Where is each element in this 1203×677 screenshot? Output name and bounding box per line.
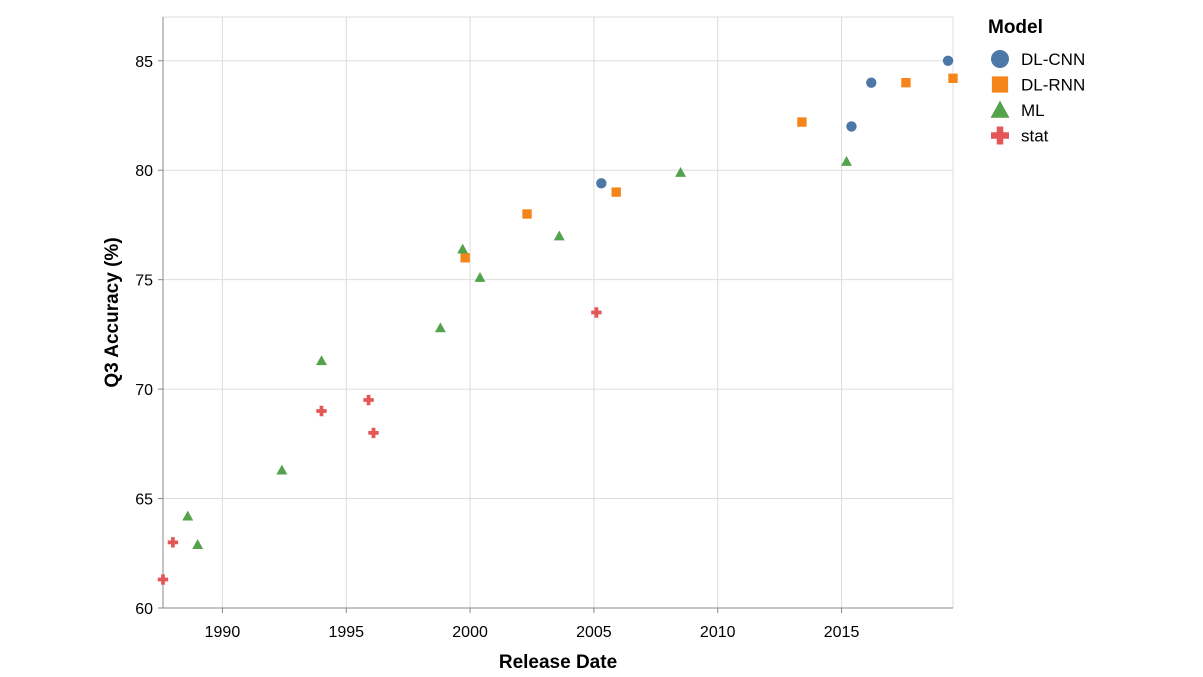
legend-label-dl-rnn: DL-RNN bbox=[1021, 76, 1085, 95]
x-tick-label: 2005 bbox=[576, 624, 612, 641]
point-ml bbox=[841, 156, 852, 166]
point-ml bbox=[276, 464, 288, 475]
y-tick-label: 80 bbox=[135, 163, 153, 180]
legend-label-stat: stat bbox=[1021, 127, 1049, 146]
y-tick-label: 60 bbox=[135, 601, 153, 618]
point-ml bbox=[182, 510, 194, 521]
point-ml bbox=[316, 355, 327, 366]
point-stat bbox=[368, 427, 379, 439]
legend-title: Model bbox=[988, 17, 1043, 38]
point-stat bbox=[591, 307, 602, 318]
point-dl-rnn bbox=[522, 209, 532, 219]
y-tick-label: 85 bbox=[135, 54, 153, 71]
point-dl-cnn bbox=[866, 77, 877, 88]
point-dl-rnn bbox=[460, 253, 470, 263]
y-tick-label: 75 bbox=[135, 273, 153, 290]
point-dl-rnn bbox=[948, 73, 958, 83]
point-ml bbox=[675, 166, 687, 177]
point-dl-rnn bbox=[901, 77, 911, 88]
point-ml bbox=[434, 322, 446, 333]
point-ml bbox=[553, 230, 565, 241]
x-axis-title: Release Date bbox=[499, 652, 617, 673]
legend: Model DL-CNN DL-RNN ML stat bbox=[988, 17, 1085, 146]
x-tick-label: 1990 bbox=[205, 624, 241, 641]
data-points bbox=[157, 55, 958, 585]
x-tick-label: 2010 bbox=[700, 624, 736, 641]
point-dl-cnn bbox=[596, 178, 607, 189]
y-tick-label: 65 bbox=[135, 492, 153, 509]
point-stat bbox=[316, 405, 327, 417]
point-stat bbox=[157, 574, 169, 585]
y-tick-label: 70 bbox=[135, 382, 153, 399]
legend-symbol-dl-rnn bbox=[991, 76, 1009, 93]
y-axis-title: Q3 Accuracy (%) bbox=[102, 237, 123, 387]
point-stat bbox=[167, 537, 179, 548]
point-dl-cnn bbox=[846, 121, 857, 132]
point-ml bbox=[192, 539, 204, 549]
point-dl-rnn bbox=[797, 117, 807, 127]
grid-lines bbox=[163, 16, 954, 609]
axes: 1990 1995 2000 2005 2010 2015 60 65 70 75 80 85 bbox=[135, 17, 953, 641]
point-ml bbox=[474, 272, 486, 282]
point-ml bbox=[457, 243, 469, 254]
legend-symbol-stat bbox=[991, 126, 1009, 145]
point-stat bbox=[363, 394, 374, 406]
point-dl-cnn bbox=[942, 55, 954, 66]
x-tick-label: 2000 bbox=[452, 624, 488, 641]
legend-label-dl-cnn: DL-CNN bbox=[1021, 50, 1085, 69]
legend-label-ml: ML bbox=[1021, 101, 1045, 120]
point-dl-rnn bbox=[611, 187, 621, 197]
x-tick-label: 1995 bbox=[328, 624, 364, 641]
x-tick-label: 2015 bbox=[824, 624, 860, 641]
legend-symbol-dl-cnn bbox=[991, 50, 1009, 68]
legend-symbol-ml bbox=[990, 100, 1010, 118]
